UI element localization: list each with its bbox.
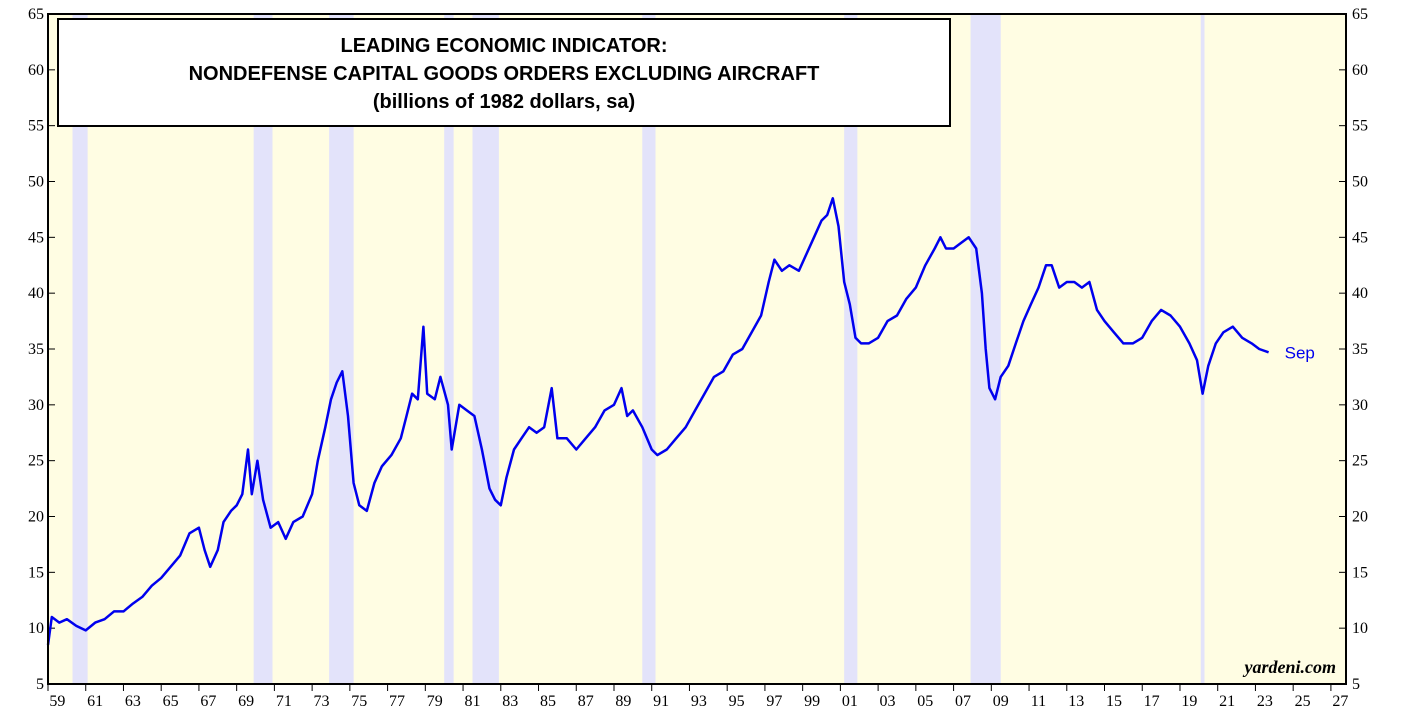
x-tick-label: 99 xyxy=(804,693,820,710)
y2-tick-label: 40 xyxy=(1352,285,1368,302)
x-tick-label: 15 xyxy=(1106,693,1122,710)
recession-band xyxy=(844,14,858,684)
title-line: LEADING ECONOMIC INDICATOR: xyxy=(340,35,667,57)
plot-frame xyxy=(47,13,1347,685)
x-tick-label: 93 xyxy=(691,693,707,710)
x-tick-label: 77 xyxy=(389,693,405,710)
y-tick-label: 25 xyxy=(28,453,44,470)
recession-band xyxy=(444,14,454,684)
y2-tick-label: 55 xyxy=(1352,118,1368,135)
x-tick-label: 79 xyxy=(427,693,443,710)
y-tick-label: 10 xyxy=(28,620,44,637)
y2-tick-label: 45 xyxy=(1352,229,1368,246)
x-tick-label: 07 xyxy=(955,693,971,710)
y-tick-label: 35 xyxy=(28,341,44,358)
source: yardeni.com xyxy=(1243,657,1337,677)
y2-tick-label: 35 xyxy=(1352,341,1368,358)
x-tick-label: 11 xyxy=(1031,693,1046,710)
data-line xyxy=(46,197,1270,646)
x-tick-label: 05 xyxy=(917,693,933,710)
y-tick-label: 45 xyxy=(28,229,44,246)
y2-tick-label: 25 xyxy=(1352,453,1368,470)
y2-tick-label: 60 xyxy=(1352,62,1368,79)
y-tick-label: 15 xyxy=(28,564,44,581)
x-tick-label: 09 xyxy=(993,693,1009,710)
y2-tick-label: 50 xyxy=(1352,174,1368,191)
recession-band xyxy=(642,14,656,684)
y2-tick-label: 5 xyxy=(1352,676,1360,693)
y-tick-label: 5 xyxy=(36,676,44,693)
x-tick-label: 03 xyxy=(880,693,896,710)
x-tick-label: 59 xyxy=(49,693,65,710)
y-tick-label: 20 xyxy=(28,509,44,526)
recession-band xyxy=(1200,14,1205,684)
x-tick-label: 97 xyxy=(766,693,782,710)
x-tick-label: 13 xyxy=(1068,693,1084,710)
x-tick-label: 61 xyxy=(87,693,103,710)
x-tick-label: 19 xyxy=(1181,693,1197,710)
x-tick-label: 89 xyxy=(615,693,631,710)
title-line: NONDEFENSE CAPITAL GOODS ORDERS EXCLUDIN… xyxy=(189,63,820,85)
x-tick-label: 73 xyxy=(314,693,330,710)
y-tick-label: 50 xyxy=(28,174,44,191)
y-tick-label: 60 xyxy=(28,62,44,79)
x-tick-label: 85 xyxy=(540,693,556,710)
x-tick-label: 23 xyxy=(1257,693,1273,710)
x-tick-label: 95 xyxy=(729,693,745,710)
x-tick-label: 75 xyxy=(351,693,367,710)
x-tick-label: 21 xyxy=(1219,693,1235,710)
series: Sep xyxy=(46,197,1315,646)
y-tick-label: 40 xyxy=(28,285,44,302)
x-tick-label: 65 xyxy=(163,693,179,710)
x-tick-label: 01 xyxy=(842,693,858,710)
y-tick-label: 30 xyxy=(28,397,44,414)
x-tick-label: 81 xyxy=(464,693,480,710)
x-tick-label: 87 xyxy=(578,693,594,710)
x-tick-label: 17 xyxy=(1144,693,1160,710)
y2-tick-label: 20 xyxy=(1352,509,1368,526)
x-tick-label: 83 xyxy=(502,693,518,710)
y2-tick-label: 15 xyxy=(1352,564,1368,581)
x-tick-label: 27 xyxy=(1332,693,1348,710)
last-value-label: Sep xyxy=(1285,343,1315,362)
x-tick-label: 25 xyxy=(1295,693,1311,710)
x-tick-label: 69 xyxy=(238,693,254,710)
recession-band xyxy=(72,14,88,684)
title-box xyxy=(57,18,951,127)
y2-tick-label: 10 xyxy=(1352,620,1368,637)
y2-tick-label: 30 xyxy=(1352,397,1368,414)
x-tick-label: 63 xyxy=(125,693,141,710)
y2-tick-label: 65 xyxy=(1352,6,1368,23)
title-line: (billions of 1982 dollars, sa) xyxy=(373,91,635,113)
x-tick-label: 91 xyxy=(653,693,669,710)
x-tick-label: 71 xyxy=(276,693,292,710)
y-tick-label: 55 xyxy=(28,118,44,135)
x-tick-label: 67 xyxy=(200,693,216,710)
y-tick-label: 65 xyxy=(28,6,44,23)
